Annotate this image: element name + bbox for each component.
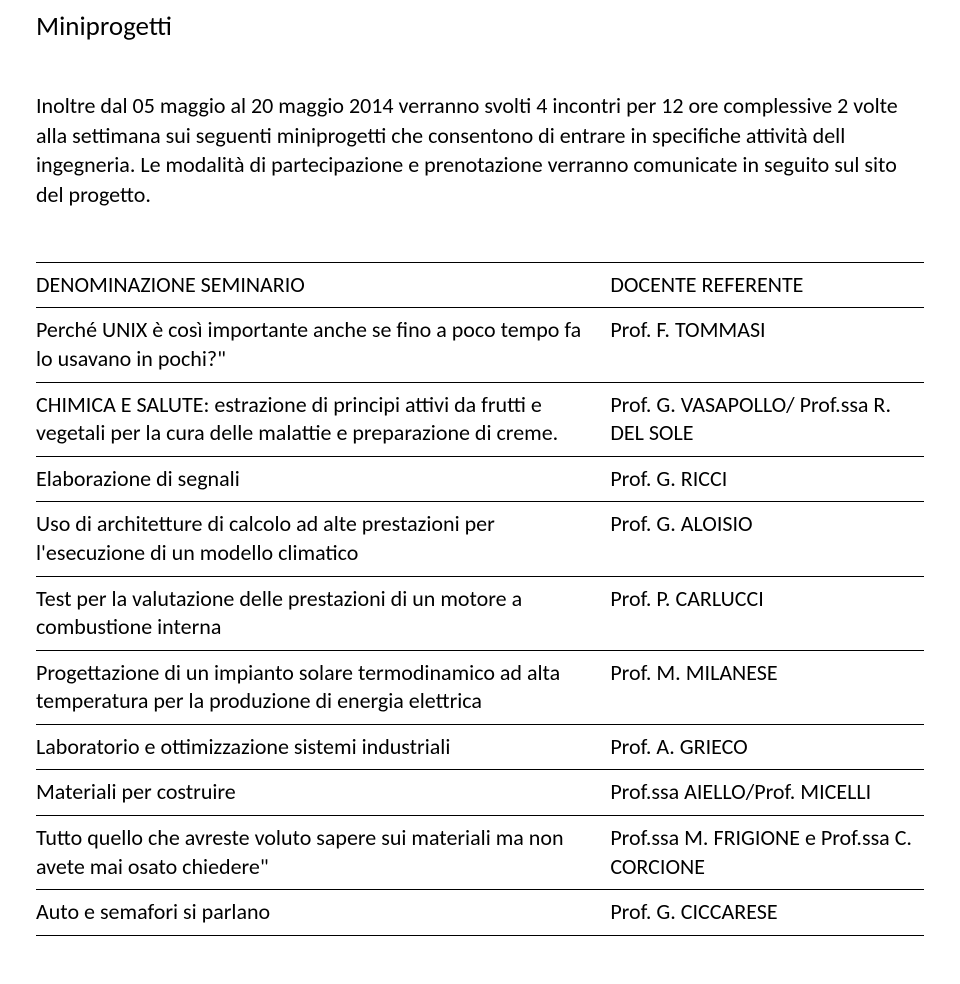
seminar-title: Perché UNIX è così importante anche se f… bbox=[36, 308, 604, 382]
table-row: Auto e semafori si parlano Prof. G. CICC… bbox=[36, 890, 924, 936]
table-row: Progettazione di un impianto solare term… bbox=[36, 650, 924, 724]
table-row: CHIMICA E SALUTE: estrazione di principi… bbox=[36, 382, 924, 456]
seminar-docent: Prof.ssa AIELLO/Prof. MICELLI bbox=[604, 770, 924, 816]
seminar-title: Uso di architetture di calcolo ad alte p… bbox=[36, 502, 604, 576]
seminars-table: DENOMINAZIONE SEMINARIO DOCENTE REFERENT… bbox=[36, 262, 924, 936]
seminar-title: Progettazione di un impianto solare term… bbox=[36, 650, 604, 724]
seminar-docent: Prof. P. CARLUCCI bbox=[604, 576, 924, 650]
seminar-title: Laboratorio e ottimizzazione sistemi ind… bbox=[36, 724, 604, 770]
page-title: Miniprogetti bbox=[36, 10, 924, 43]
seminar-title: Materiali per costruire bbox=[36, 770, 604, 816]
table-header-left: DENOMINAZIONE SEMINARIO bbox=[36, 262, 604, 308]
table-row: Uso di architetture di calcolo ad alte p… bbox=[36, 502, 924, 576]
table-row: Perché UNIX è così importante anche se f… bbox=[36, 308, 924, 382]
seminar-docent: Prof. M. MILANESE bbox=[604, 650, 924, 724]
table-header-row: DENOMINAZIONE SEMINARIO DOCENTE REFERENT… bbox=[36, 262, 924, 308]
seminar-docent: Prof.ssa M. FRIGIONE e Prof.ssa C. CORCI… bbox=[604, 816, 924, 890]
document-page: Miniprogetti Inoltre dal 05 maggio al 20… bbox=[0, 0, 960, 956]
table-row: Laboratorio e ottimizzazione sistemi ind… bbox=[36, 724, 924, 770]
seminar-title: Tutto quello che avreste voluto sapere s… bbox=[36, 816, 604, 890]
seminar-docent: Prof. A. GRIECO bbox=[604, 724, 924, 770]
table-row: Test per la valutazione delle prestazion… bbox=[36, 576, 924, 650]
table-row: Materiali per costruire Prof.ssa AIELLO/… bbox=[36, 770, 924, 816]
seminar-title: Elaborazione di segnali bbox=[36, 456, 604, 502]
seminar-docent: Prof. G. VASAPOLLO/ Prof.ssa R. DEL SOLE bbox=[604, 382, 924, 456]
seminar-docent: Prof. G. CICCARESE bbox=[604, 890, 924, 936]
seminar-docent: Prof. G. RICCI bbox=[604, 456, 924, 502]
table-row: Elaborazione di segnali Prof. G. RICCI bbox=[36, 456, 924, 502]
seminar-title: Test per la valutazione delle prestazion… bbox=[36, 576, 604, 650]
seminar-title: CHIMICA E SALUTE: estrazione di principi… bbox=[36, 382, 604, 456]
intro-paragraph: Inoltre dal 05 maggio al 20 maggio 2014 … bbox=[36, 91, 924, 210]
seminar-docent: Prof. F. TOMMASI bbox=[604, 308, 924, 382]
seminar-docent: Prof. G. ALOISIO bbox=[604, 502, 924, 576]
table-row: Tutto quello che avreste voluto sapere s… bbox=[36, 816, 924, 890]
table-header-right: DOCENTE REFERENTE bbox=[604, 262, 924, 308]
seminar-title: Auto e semafori si parlano bbox=[36, 890, 604, 936]
